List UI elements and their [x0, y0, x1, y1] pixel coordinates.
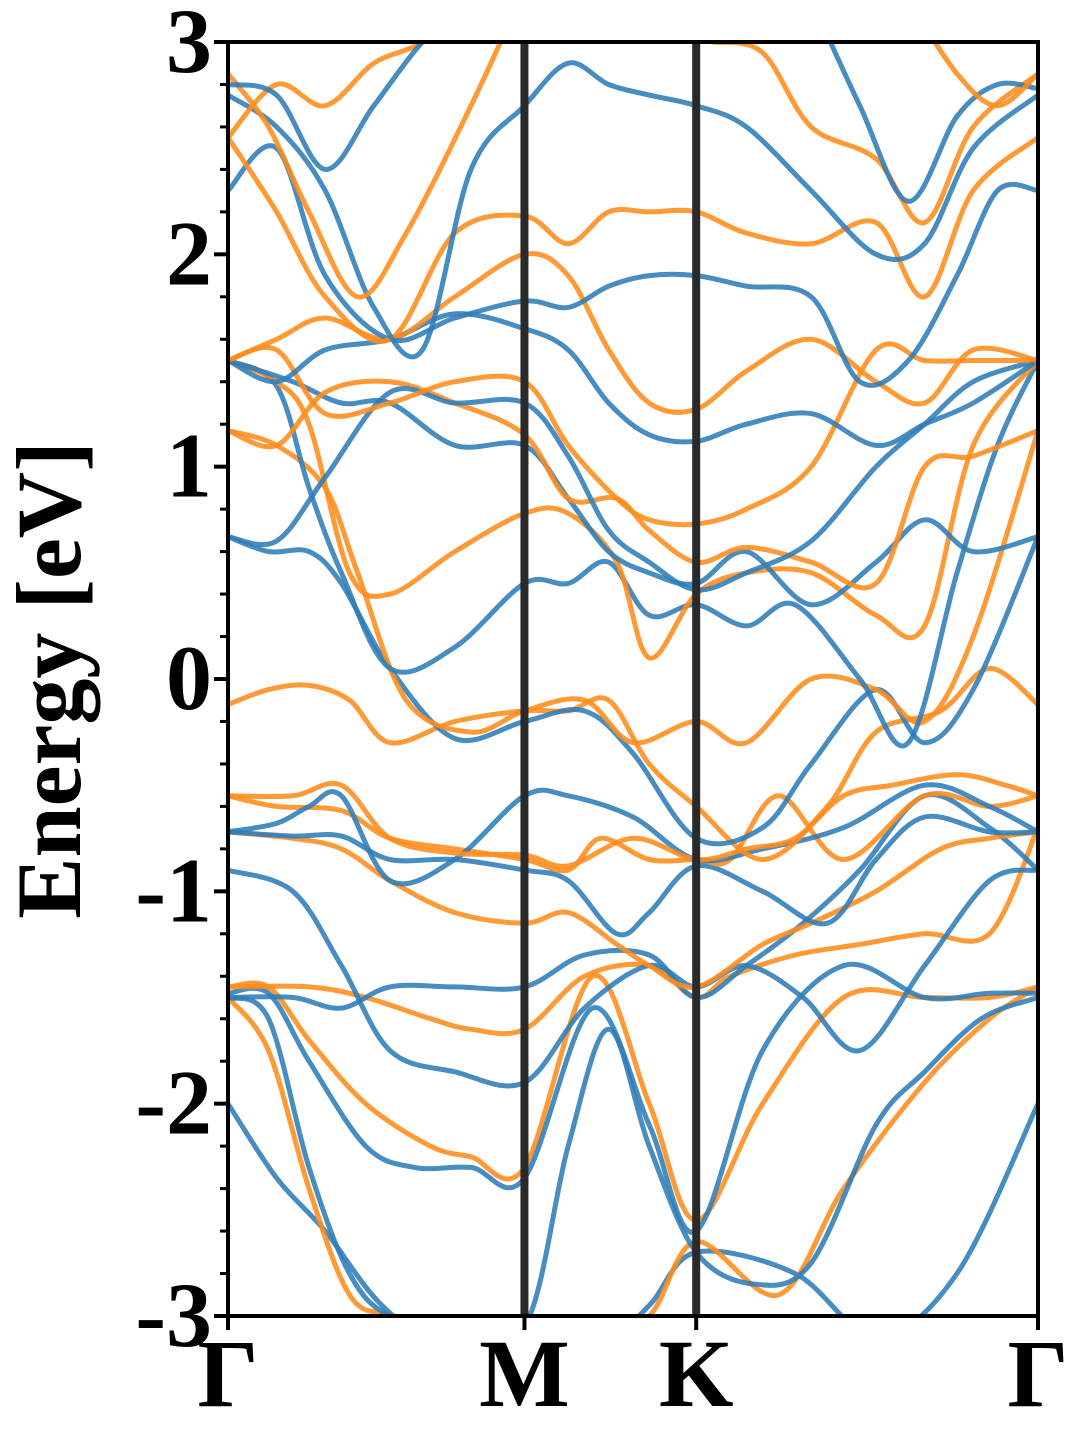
band-blue-31 — [827, 42, 1038, 204]
band-orange-17 — [228, 358, 1038, 661]
band-orange-13 — [228, 665, 1038, 862]
band-orange-21 — [228, 341, 1038, 528]
y-tick-label: -1 — [135, 839, 212, 941]
x-tick-label: Γ — [197, 1320, 258, 1427]
band-orange-27 — [228, 42, 504, 300]
y-axis-title: Energy [eV] — [0, 441, 100, 919]
y-tick-label: 3 — [166, 0, 212, 92]
x-tick-label: Γ — [1007, 1320, 1068, 1427]
band-blue-2 — [228, 995, 1038, 1316]
band-orange-1 — [228, 984, 1038, 1316]
y-axis-ticks: 3 2 1 0 -1 -2 -3 — [135, 0, 228, 1366]
band-blue-29 — [228, 42, 426, 172]
band-orange-10 — [228, 791, 1038, 874]
band-blue-20 — [228, 358, 1038, 593]
band-blue-24 — [228, 143, 1038, 388]
band-blue-26 — [228, 60, 1038, 360]
band-orange-8 — [228, 829, 1038, 990]
band-orange-25 — [228, 135, 1038, 344]
band-blue-4 — [228, 961, 1038, 1235]
band-orange-12 — [228, 772, 1038, 869]
band-lines — [228, 42, 1038, 1316]
band-blue-16 — [228, 358, 1038, 749]
band-blue-11 — [228, 782, 1038, 887]
band-blue-14 — [228, 534, 1038, 847]
band-blue-0 — [228, 1101, 1038, 1316]
y-tick-label: -2 — [135, 1052, 212, 1154]
band-blue-22 — [228, 311, 1038, 448]
x-tick-label: K — [659, 1320, 734, 1427]
band-orange-28 — [228, 42, 427, 141]
band-orange-19 — [228, 378, 1038, 591]
y-tick-label: -3 — [135, 1264, 212, 1366]
y-tick-label: 0 — [166, 627, 212, 729]
y-tick-label: 2 — [166, 202, 212, 304]
y-tick-label: 1 — [166, 415, 212, 517]
band-blue-18 — [228, 358, 1038, 608]
x-tick-label: M — [479, 1320, 570, 1427]
band-blue-9 — [228, 813, 1038, 938]
high-symmetry-lines — [520, 42, 701, 1316]
band-orange-32 — [931, 42, 1038, 109]
band-orange-15 — [228, 428, 1038, 747]
band-orange-3 — [228, 973, 1038, 1223]
